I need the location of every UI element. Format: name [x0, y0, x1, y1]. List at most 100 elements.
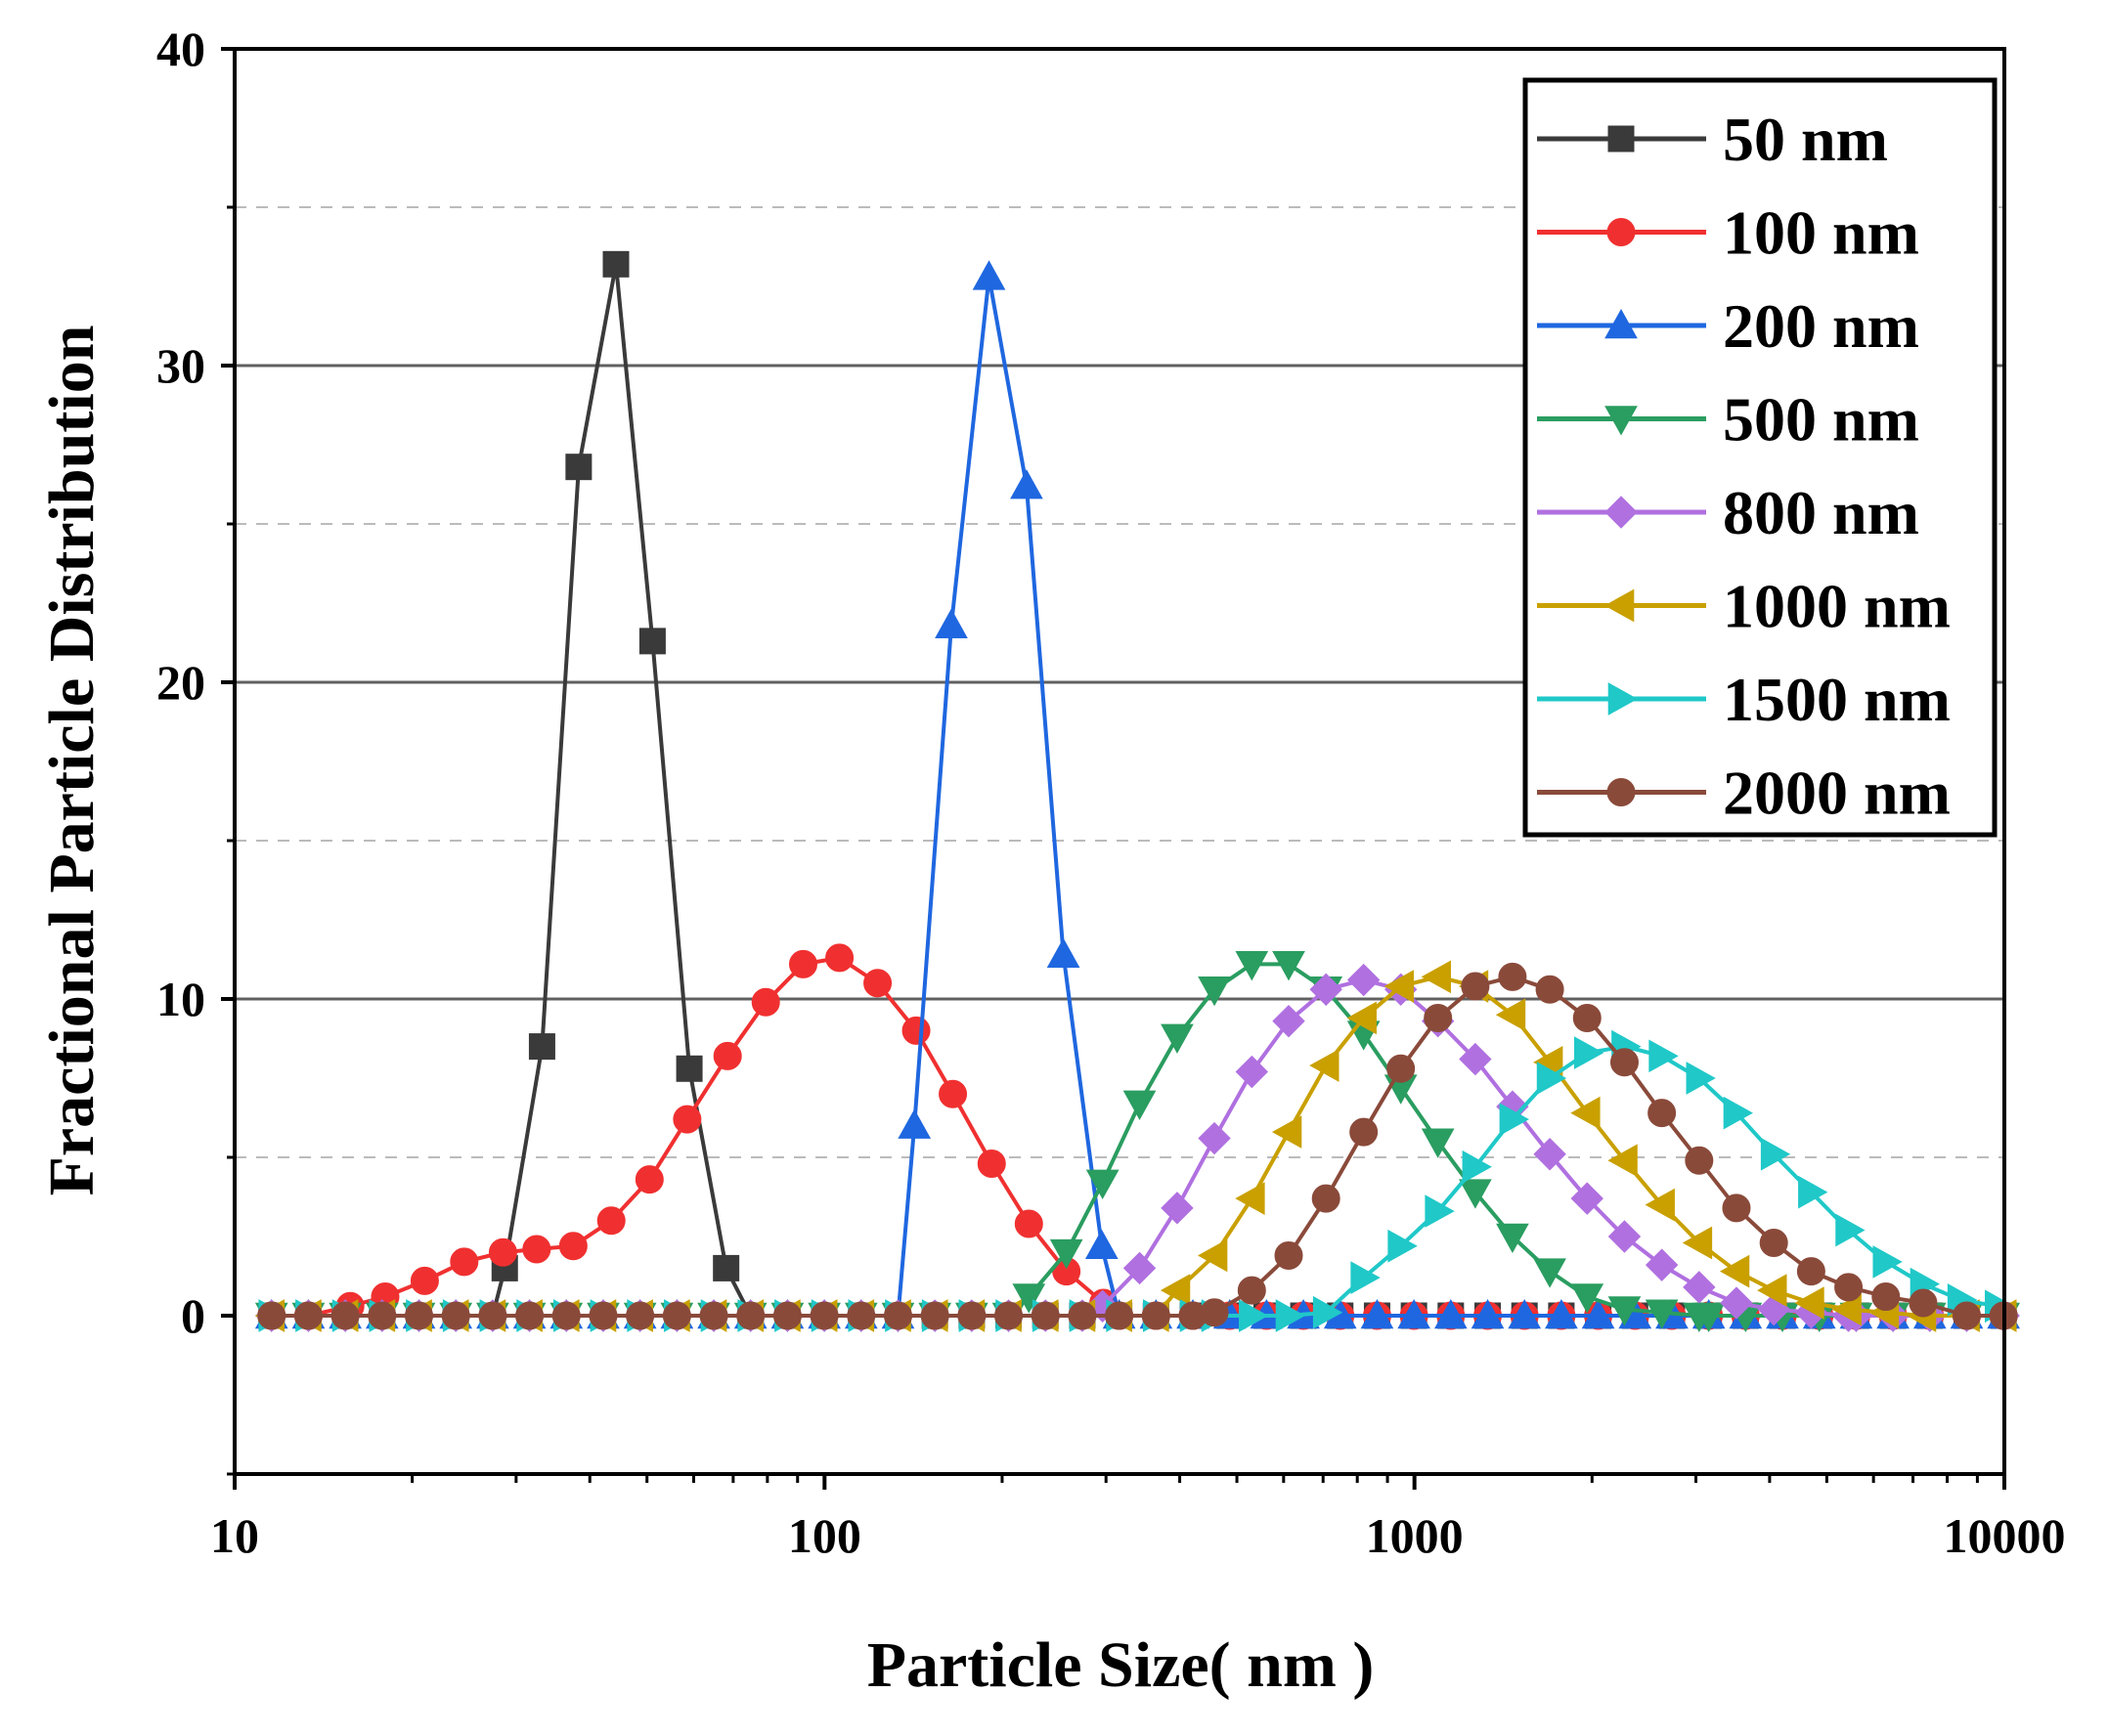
data-point: [1647, 1099, 1677, 1128]
data-point: [898, 1108, 932, 1139]
data-point: [1834, 1273, 1864, 1302]
y-tick-label: 10: [156, 972, 205, 1026]
data-point: [1235, 1182, 1265, 1215]
data-point: [1424, 1003, 1453, 1032]
data-point: [1685, 1146, 1714, 1175]
data-point: [528, 1033, 555, 1061]
legend-marker: [1606, 218, 1636, 246]
legend-label: 2000 nm: [1723, 759, 1951, 828]
data-point: [589, 1301, 618, 1330]
data-point: [626, 1301, 655, 1330]
data-point: [972, 260, 1006, 290]
data-point: [565, 454, 593, 481]
data-point: [293, 1301, 323, 1330]
data-point: [1570, 1096, 1601, 1130]
data-point: [1387, 1229, 1418, 1263]
data-point: [1461, 972, 1490, 1001]
data-point: [1160, 1274, 1191, 1307]
data-point: [1383, 970, 1414, 1003]
x-axis-title: Particle Size( nm ): [867, 1629, 1375, 1701]
data-point: [1508, 1298, 1542, 1329]
legend-label: 50 nm: [1723, 105, 1888, 174]
data-point: [1433, 1298, 1468, 1329]
data-point: [1049, 1238, 1083, 1270]
legend-label: 100 nm: [1723, 198, 1919, 268]
data-point: [751, 987, 780, 1017]
data-point: [1386, 1054, 1416, 1083]
data-point: [405, 1301, 434, 1330]
data-point: [1237, 1276, 1266, 1305]
data-point: [1720, 1286, 1753, 1320]
data-point: [1471, 1298, 1505, 1329]
y-tick-label: 0: [181, 1288, 205, 1343]
data-point: [699, 1301, 728, 1330]
data-point: [1498, 962, 1527, 991]
data-point: [1105, 1301, 1134, 1330]
data-point: [1311, 1184, 1340, 1213]
data-point: [662, 1301, 691, 1330]
data-point: [1607, 1144, 1638, 1178]
data-point: [1835, 1213, 1866, 1247]
data-point: [1275, 1299, 1306, 1332]
data-point: [1609, 1048, 1639, 1077]
data-point: [1085, 1169, 1120, 1199]
legend-label: 1000 nm: [1723, 572, 1951, 641]
legend: 50 nm 100 nm 200 nm 500 nm 800 nm 1000 nm 1500…: [1522, 77, 1998, 838]
data-point: [1648, 1039, 1679, 1073]
data-point: [676, 1055, 703, 1082]
legend-label: 200 nm: [1723, 291, 1919, 361]
data-point: [1831, 1292, 1862, 1326]
data-point: [1691, 1302, 1726, 1333]
data-point: [1757, 1274, 1787, 1307]
data-point: [883, 1301, 912, 1330]
data-point: [1645, 1299, 1679, 1329]
data-point: [1645, 1248, 1679, 1281]
data-point: [488, 1237, 517, 1267]
data-point: [1760, 1137, 1791, 1171]
data-point: [1031, 1301, 1060, 1330]
data-point: [1235, 951, 1269, 981]
data-point: [1421, 960, 1451, 994]
data-point: [1759, 1228, 1788, 1257]
legend-marker: [1604, 406, 1638, 436]
data-point: [1952, 1301, 1981, 1330]
y-tick-label: 20: [156, 655, 205, 710]
data-point: [441, 1301, 470, 1330]
data-point: [673, 1105, 702, 1134]
data-point: [1871, 1282, 1901, 1312]
data-point: [1719, 1254, 1750, 1288]
data-point: [1572, 1003, 1602, 1032]
data-point: [939, 1079, 968, 1108]
data-point: [1495, 998, 1526, 1032]
data-point: [1198, 1121, 1231, 1155]
data-point: [1682, 1226, 1713, 1260]
data-point: [1198, 976, 1231, 1007]
data-point: [1309, 973, 1342, 1006]
data-point: [901, 1016, 931, 1045]
series-800-nm: [255, 963, 2020, 1332]
data-point: [1573, 1036, 1604, 1069]
data-point: [1462, 1150, 1492, 1184]
series-2000-nm: [257, 962, 2018, 1330]
data-point: [1272, 1004, 1305, 1038]
data-point: [368, 1301, 397, 1330]
data-point: [957, 1301, 987, 1330]
data-point: [810, 1301, 839, 1330]
data-point: [1272, 951, 1305, 981]
series-1500-nm: [258, 1029, 2015, 1332]
x-tick-label: 100: [788, 1508, 861, 1563]
data-point: [522, 1235, 551, 1264]
data-point: [977, 1149, 1006, 1178]
data-point: [1360, 1298, 1394, 1329]
legend-box: [1522, 77, 1998, 838]
legend-label: 500 nm: [1723, 385, 1919, 455]
data-point: [1122, 1251, 1157, 1285]
data-point: [1084, 1229, 1119, 1260]
data-point: [1346, 963, 1381, 997]
data-point: [478, 1301, 507, 1330]
data-point: [847, 1301, 876, 1330]
data-point: [1607, 1296, 1642, 1326]
data-point: [1239, 1299, 1269, 1332]
data-point: [1014, 1209, 1043, 1238]
